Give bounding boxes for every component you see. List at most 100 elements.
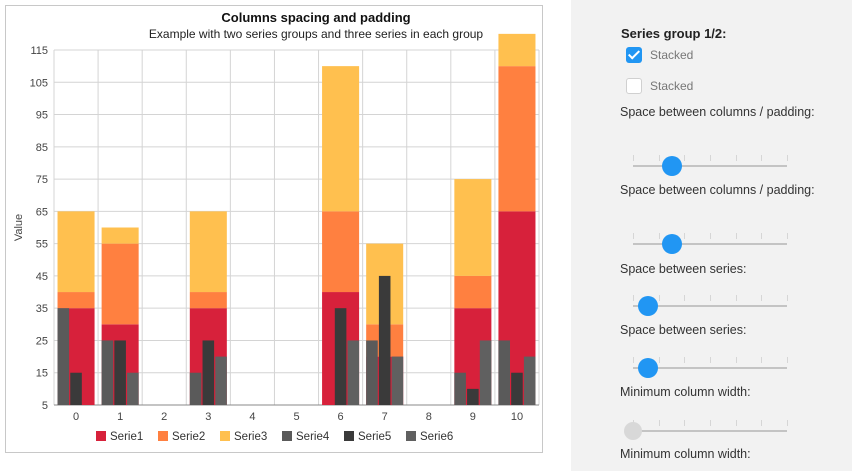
bar-serie6: [215, 356, 227, 405]
slider-tick: [658, 233, 660, 239]
y-axis-title: Value: [13, 214, 25, 241]
slider-tick: [735, 420, 737, 426]
bar-serie3: [454, 179, 492, 276]
slider-tick: [735, 233, 737, 239]
chart-title: Columns spacing and padding: [221, 10, 410, 25]
bar-serie2: [101, 243, 139, 325]
slider-thumb[interactable]: [661, 234, 682, 254]
x-tick-label: 6: [338, 411, 344, 423]
slider-tick: [710, 233, 711, 239]
slider-track[interactable]: [633, 430, 787, 432]
slider-tick: [658, 155, 660, 161]
legend-label: Serie1: [110, 431, 143, 443]
min-column-width-label: Minimum column width:: [620, 385, 751, 399]
slider-tick: [761, 155, 763, 161]
bar-serie6: [479, 340, 492, 405]
legend-swatch: [158, 431, 168, 441]
slider-thumb[interactable]: [638, 358, 659, 378]
stacked-checkbox-group1[interactable]: Stacked: [626, 47, 693, 63]
column-spacing-slider[interactable]: [633, 155, 788, 176]
slider-tick: [658, 295, 660, 301]
slider-tick: [633, 295, 634, 301]
slider-tick: [684, 295, 686, 301]
slider-tick: [710, 295, 711, 301]
legend-label: Serie5: [358, 431, 391, 443]
slider-tick: [761, 295, 763, 301]
slider-tick: [710, 155, 711, 161]
series-spacing-label: Space between series:: [620, 323, 747, 337]
y-tick-label: 15: [36, 368, 48, 380]
bar-serie5: [511, 372, 523, 405]
y-tick-label: 105: [30, 77, 48, 89]
slider-tick: [633, 233, 634, 239]
series-group-title: Series group 1/2:: [621, 26, 727, 41]
bar-serie4: [189, 372, 202, 405]
bar-serie4: [454, 372, 466, 405]
y-tick-label: 55: [36, 239, 48, 251]
slider-thumb[interactable]: [638, 296, 659, 316]
slider-thumb[interactable]: [661, 156, 682, 176]
slider-tick: [658, 420, 660, 426]
y-tick-label: 65: [36, 206, 48, 218]
bar-serie3: [322, 66, 360, 212]
y-tick-label: 5: [42, 400, 48, 412]
bar-serie2: [57, 292, 95, 309]
x-tick-label: 1: [117, 411, 123, 423]
slider-tick: [633, 357, 634, 363]
x-tick-label: 8: [426, 411, 432, 423]
slider-track[interactable]: [633, 305, 787, 307]
bar-serie6: [347, 340, 360, 405]
bar-serie3: [57, 211, 95, 293]
legend-swatch: [282, 431, 292, 441]
bar-serie5: [70, 372, 82, 405]
slider-tick: [735, 155, 737, 161]
column-spacing-slider[interactable]: [633, 233, 788, 254]
legend-label: Serie3: [234, 431, 267, 443]
bar-serie3: [101, 227, 139, 244]
x-tick-label: 2: [161, 411, 167, 423]
slider-tick: [710, 420, 711, 426]
x-tick-label: 4: [249, 411, 255, 423]
slider-tick: [787, 233, 788, 239]
series-spacing-slider[interactable]: [633, 295, 788, 316]
x-tick-label: 5: [293, 411, 299, 423]
y-tick-label: 115: [30, 45, 48, 57]
slider-tick: [787, 420, 788, 426]
slider-track[interactable]: [633, 165, 787, 167]
slider-tick: [658, 357, 660, 363]
slider-track[interactable]: [633, 367, 787, 369]
slider-tick: [761, 357, 763, 363]
slider-tick: [633, 155, 634, 161]
settings-panel: Series group 1/2: Stacked Stacked Space …: [571, 0, 852, 471]
legend-swatch: [406, 431, 416, 441]
bar-serie5: [378, 275, 391, 405]
slider-tick: [710, 357, 711, 363]
min-column-width-slider[interactable]: [624, 420, 788, 440]
slider-tick: [684, 357, 686, 363]
column-spacing-label: Space between columns / padding:: [620, 105, 815, 119]
bar-serie4: [57, 308, 70, 405]
y-tick-label: 25: [36, 335, 48, 347]
chart-container: Columns spacing and padding Example with …: [5, 5, 543, 453]
bar-serie5: [467, 388, 479, 405]
slider-thumb[interactable]: [624, 422, 642, 440]
legend-swatch: [344, 431, 354, 441]
column-spacing-label: Space between columns / padding:: [620, 183, 815, 197]
stacked-checkbox-group2[interactable]: Stacked: [626, 78, 693, 94]
bar-serie6: [523, 356, 536, 405]
bar-serie2: [454, 275, 492, 309]
y-tick-label: 85: [36, 142, 48, 154]
slider-tick: [761, 233, 763, 239]
checkbox-checked-icon[interactable]: [626, 47, 642, 63]
legend-swatch: [96, 431, 106, 441]
bar-serie6: [127, 372, 139, 405]
series-spacing-slider[interactable]: [633, 357, 788, 378]
checkbox-unchecked-icon[interactable]: [626, 78, 642, 94]
slider-tick: [787, 155, 788, 161]
chart-subtitle: Example with two series groups and three…: [149, 27, 484, 41]
legend-label: Serie4: [296, 431, 330, 443]
x-tick-label: 10: [511, 411, 523, 423]
bar-serie2: [189, 292, 227, 309]
slider-track[interactable]: [633, 243, 787, 245]
bar-serie5: [202, 340, 215, 405]
